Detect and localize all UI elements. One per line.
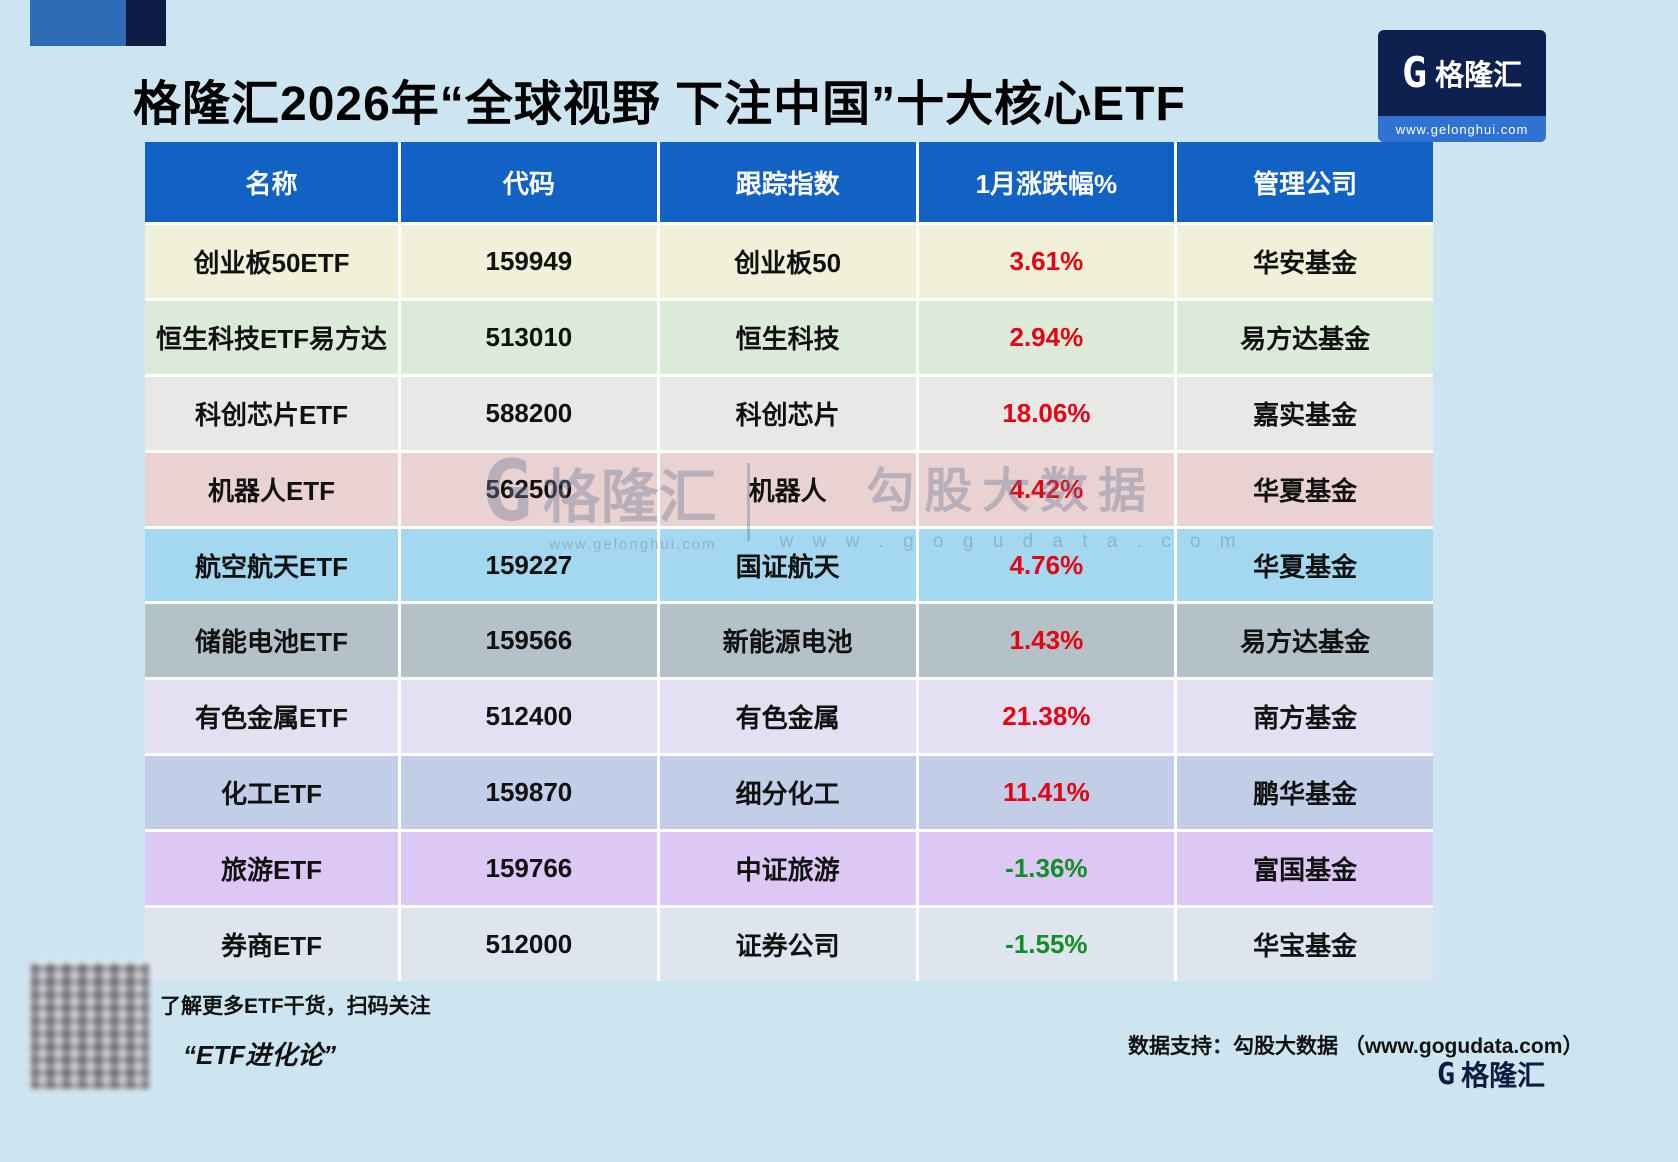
column-header-change: 1月涨跌幅% — [918, 142, 1175, 222]
etf-change-cell: 18.06% — [918, 376, 1175, 450]
etf-change-cell: 4.42% — [918, 452, 1175, 526]
etf-name-cell: 机器人ETF — [145, 452, 398, 526]
etf-code-cell: 159766 — [401, 832, 657, 906]
gelonghui-logo-url: www.gelonghui.com — [1378, 116, 1546, 142]
etf-company-cell: 华宝基金 — [1177, 908, 1433, 981]
etf-index-cell: 创业板50 — [659, 225, 916, 298]
etf-company-cell: 华夏基金 — [1177, 528, 1433, 602]
etf-name-cell: 恒生科技ETF易方达 — [145, 300, 398, 374]
column-header-name: 名称 — [145, 142, 398, 222]
etf-index-cell: 中证旅游 — [659, 832, 916, 906]
etf-company-cell: 华安基金 — [1177, 225, 1433, 298]
column-header-index: 跟踪指数 — [659, 142, 916, 222]
column-header-code: 代码 — [401, 142, 657, 222]
top-left-decoration-square — [126, 0, 166, 46]
etf-code-cell: 513010 — [401, 300, 657, 374]
etf-index-cell: 证券公司 — [659, 908, 916, 981]
etf-name-cell: 创业板50ETF — [145, 225, 398, 298]
etf-company-cell: 华夏基金 — [1177, 452, 1433, 526]
etf-name-cell: 科创芯片ETF — [145, 376, 398, 450]
etf-index-cell: 国证航天 — [659, 528, 916, 602]
column-header-company: 管理公司 — [1177, 142, 1433, 222]
etf-code-cell: 159566 — [401, 604, 657, 678]
etf-change-cell: 1.43% — [918, 604, 1175, 678]
qr-code — [30, 962, 150, 1090]
etf-change-cell: 2.94% — [918, 300, 1175, 374]
page-title: 格隆汇2026年“全球视野 下注中国”十大核心ETF — [133, 78, 1186, 131]
gelonghui-g-icon: G — [1401, 48, 1428, 97]
etf-change-cell: -1.36% — [918, 832, 1175, 906]
etf-change-cell: 11.41% — [918, 756, 1175, 830]
etf-name-cell: 有色金属ETF — [145, 680, 398, 754]
top-left-decoration-bar — [30, 0, 126, 46]
gelonghui-corner-logo: G 格隆汇 — [1437, 1054, 1545, 1094]
etf-change-cell: 4.76% — [918, 528, 1175, 602]
etf-index-cell: 新能源电池 — [659, 604, 916, 678]
etf-name-cell: 航空航天ETF — [145, 528, 398, 602]
qr-caption: 了解更多ETF干货，扫码关注 — [160, 995, 431, 1018]
etf-company-cell: 南方基金 — [1177, 680, 1433, 754]
gelonghui-logo-text: 格隆汇 — [1435, 60, 1523, 92]
etf-index-cell: 细分化工 — [659, 756, 916, 830]
corner-g-icon: G — [1437, 1056, 1456, 1092]
etf-index-cell: 有色金属 — [659, 680, 916, 754]
gelonghui-logo-badge: G 格隆汇 www.gelonghui.com — [1378, 30, 1546, 142]
gelonghui-logo-row: G 格隆汇 — [1378, 30, 1546, 116]
etf-name-cell: 储能电池ETF — [145, 604, 398, 678]
etf-code-cell: 159949 — [401, 225, 657, 298]
etf-code-cell: 159870 — [401, 756, 657, 830]
etf-code-cell: 159227 — [401, 528, 657, 602]
etf-code-cell: 562500 — [401, 452, 657, 526]
etf-code-cell: 512000 — [401, 908, 657, 981]
etf-company-cell: 富国基金 — [1177, 832, 1433, 906]
etf-name-cell: 旅游ETF — [145, 832, 398, 906]
etf-index-cell: 科创芯片 — [659, 376, 916, 450]
data-support-credit: 数据支持：勾股大数据 （www.gogudata.com） — [1128, 1035, 1584, 1058]
etf-company-cell: 易方达基金 — [1177, 300, 1433, 374]
etf-code-cell: 512400 — [401, 680, 657, 754]
etf-name-cell: 化工ETF — [145, 756, 398, 830]
etf-code-cell: 588200 — [401, 376, 657, 450]
etf-change-cell: 21.38% — [918, 680, 1175, 754]
etf-company-cell: 鹏华基金 — [1177, 756, 1433, 830]
qr-account-title: “ETF进化论” — [183, 1040, 337, 1070]
etf-name-cell: 券商ETF — [145, 908, 398, 981]
etf-index-cell: 恒生科技 — [659, 300, 916, 374]
etf-company-cell: 易方达基金 — [1177, 604, 1433, 678]
etf-index-cell: 机器人 — [659, 452, 916, 526]
etf-change-cell: 3.61% — [918, 225, 1175, 298]
corner-brand-text: 格隆汇 — [1461, 1060, 1546, 1091]
etf-change-cell: -1.55% — [918, 908, 1175, 981]
etf-company-cell: 嘉实基金 — [1177, 376, 1433, 450]
etf-table: 名称 代码 跟踪指数 1月涨跌幅% 管理公司 创业板50ETF 159949 创业板… — [145, 142, 1433, 981]
